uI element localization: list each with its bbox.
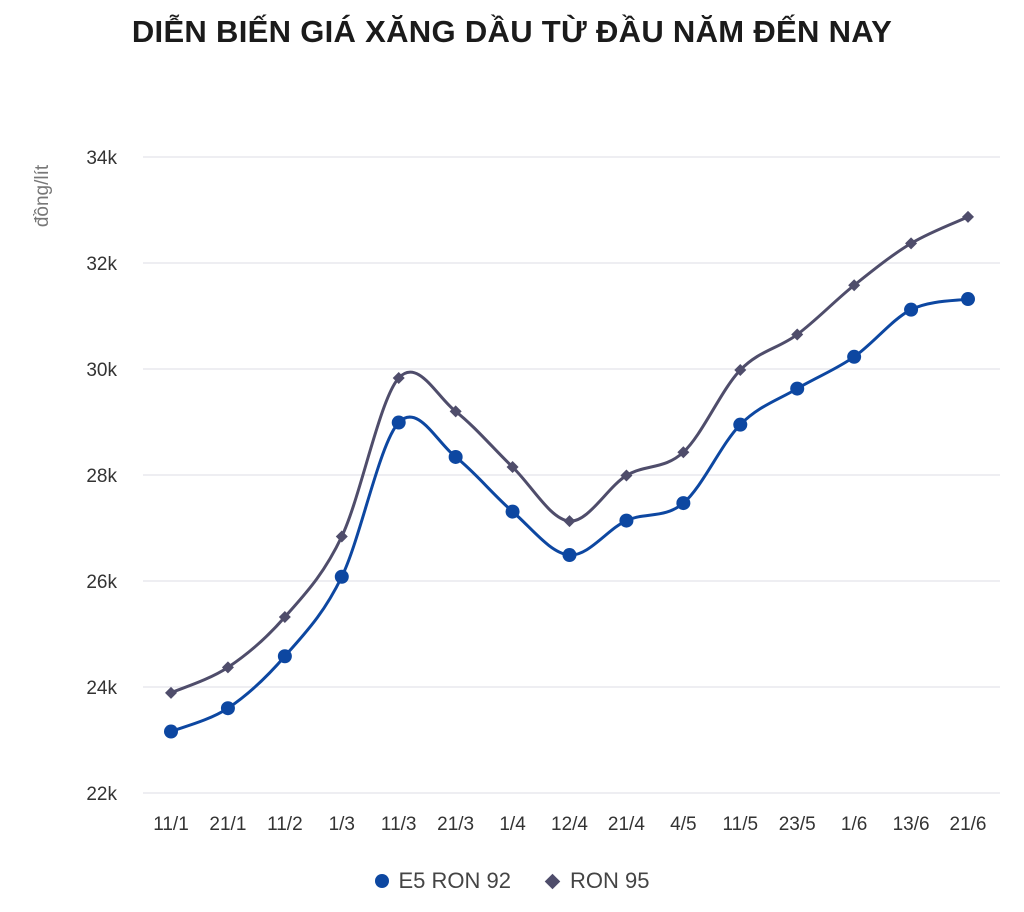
y-tick-label: 34k — [86, 148, 117, 169]
chart-title: DIỄN BIẾN GIÁ XĂNG DẦU TỪ ĐẦU NĂM ĐẾN NA… — [131, 14, 893, 49]
x-tick-label: 4/5 — [670, 814, 696, 835]
y-tick-label: 28k — [86, 466, 117, 487]
x-tick-label: 12/4 — [551, 814, 588, 835]
x-tick-label: 1/3 — [329, 814, 355, 835]
data-point-ron-95 — [848, 279, 861, 292]
data-point-e5-ron-92 — [904, 302, 919, 317]
x-tick-label: 21/1 — [209, 814, 246, 835]
data-point-e5-ron-92 — [334, 569, 349, 584]
data-point-ron-95 — [278, 611, 291, 624]
data-point-e5-ron-92 — [847, 349, 862, 364]
y-tick-label: 30k — [86, 360, 117, 381]
y-axis-label: đồng/lít — [32, 164, 53, 227]
circle-marker-icon — [374, 874, 389, 888]
x-tick-label: 23/5 — [779, 814, 816, 835]
legend-label: E5 RON 92 — [398, 868, 512, 893]
data-point-e5-ron-92 — [676, 496, 691, 511]
y-tick-label: 24k — [86, 678, 117, 699]
data-point-e5-ron-92 — [733, 417, 748, 432]
data-point-e5-ron-92 — [391, 415, 406, 430]
data-point-e5-ron-92 — [220, 701, 235, 716]
x-tick-label: 1/4 — [499, 814, 526, 835]
x-axis-ticks: 11/1 21/1 11/2 1/3 11/3 21/3 1/4 12/4 21/4 4/5 11/… — [153, 814, 986, 835]
data-point-ron-95 — [449, 405, 462, 418]
legend-item-e5-ron-92[interactable]: E5 RON 92 — [374, 868, 512, 894]
x-tick-label: 13/6 — [893, 814, 930, 835]
data-point-e5-ron-92 — [164, 724, 178, 739]
data-point-e5-ron-92 — [505, 504, 520, 519]
data-point-ron-95 — [563, 515, 576, 528]
data-point-ron-95 — [165, 686, 177, 699]
series-lines — [164, 210, 975, 739]
series-line-e5-ron-92 — [170, 297, 969, 733]
x-tick-label: 11/1 — [153, 814, 189, 835]
x-tick-label: 21/3 — [437, 814, 474, 835]
data-point-ron-95 — [905, 237, 918, 250]
data-point-ron-95 — [791, 328, 804, 341]
data-point-ron-95 — [677, 446, 690, 459]
x-tick-label: 11/2 — [267, 814, 303, 835]
y-tick-label: 22k — [86, 784, 117, 805]
x-tick-label: 11/3 — [381, 814, 417, 835]
data-point-e5-ron-92 — [790, 381, 805, 396]
y-axis-ticks: 22k 24k 26k 28k 30k 32k 34k — [86, 148, 117, 805]
legend-item-ron-95[interactable]: RON 95 — [544, 868, 650, 894]
data-point-ron-95 — [506, 461, 519, 474]
data-point-ron-95 — [335, 530, 348, 543]
data-point-e5-ron-92 — [619, 513, 634, 528]
x-tick-label: 21/6 — [950, 814, 987, 835]
grid-lines — [143, 156, 1000, 794]
legend-label: RON 95 — [570, 868, 650, 893]
x-tick-label: 11/5 — [722, 814, 758, 835]
data-point-ron-95 — [221, 661, 234, 674]
y-tick-label: 32k — [86, 254, 117, 275]
data-point-ron-95 — [392, 372, 405, 385]
series-line-ron-95 — [170, 215, 969, 695]
data-point-ron-95 — [962, 210, 974, 223]
data-point-ron-95 — [734, 364, 747, 377]
diamond-marker-icon — [544, 873, 561, 889]
data-point-e5-ron-92 — [961, 292, 975, 307]
data-point-ron-95 — [620, 469, 633, 482]
chart-legend: E5 RON 92 RON 95 — [0, 868, 1024, 894]
x-tick-label: 21/4 — [608, 814, 645, 835]
data-point-e5-ron-92 — [562, 548, 577, 563]
data-point-e5-ron-92 — [277, 649, 292, 664]
data-point-e5-ron-92 — [448, 449, 463, 464]
y-tick-label: 26k — [86, 572, 117, 593]
x-tick-label: 1/6 — [841, 814, 867, 835]
